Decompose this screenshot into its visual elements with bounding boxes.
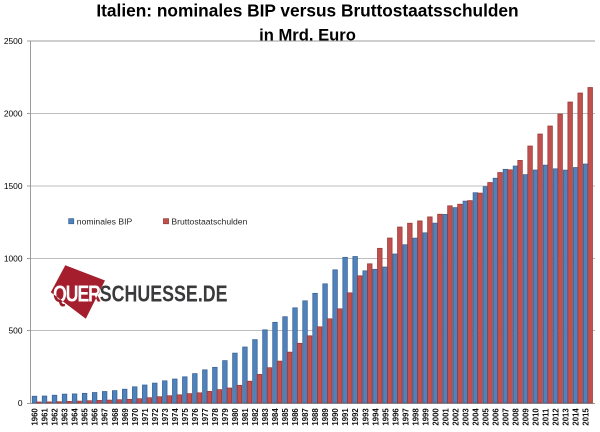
svg-text:2000: 2000 <box>431 408 440 426</box>
svg-text:2500: 2500 <box>4 36 23 46</box>
svg-text:1979: 1979 <box>221 408 230 426</box>
svg-text:Italien: nominales BIP versus: Italien: nominales BIP versus Bruttostaa… <box>96 1 518 21</box>
svg-text:1996: 1996 <box>391 408 400 426</box>
svg-text:1991: 1991 <box>341 408 350 426</box>
svg-text:1977: 1977 <box>201 408 210 425</box>
svg-text:2004: 2004 <box>471 408 480 426</box>
svg-text:2012: 2012 <box>552 408 561 426</box>
svg-text:2006: 2006 <box>492 408 501 426</box>
svg-text:1975: 1975 <box>181 408 190 426</box>
svg-text:1968: 1968 <box>111 408 120 426</box>
svg-text:1970: 1970 <box>131 408 140 426</box>
svg-text:1997: 1997 <box>401 408 410 425</box>
svg-text:1981: 1981 <box>241 408 250 426</box>
svg-text:1993: 1993 <box>361 408 370 426</box>
svg-text:2009: 2009 <box>522 408 531 426</box>
svg-text:1964: 1964 <box>71 408 80 426</box>
svg-text:1974: 1974 <box>171 408 180 426</box>
svg-text:2013: 2013 <box>562 408 571 426</box>
svg-text:2005: 2005 <box>482 408 491 426</box>
svg-text:1982: 1982 <box>251 408 260 426</box>
svg-text:2010: 2010 <box>532 408 541 426</box>
svg-text:2015: 2015 <box>582 408 591 426</box>
svg-text:1500: 1500 <box>4 181 23 191</box>
svg-text:2007: 2007 <box>502 408 511 425</box>
svg-text:QUERSCHUESSE.DE: QUERSCHUESSE.DE <box>53 281 228 307</box>
svg-text:Bruttostaatschulden: Bruttostaatschulden <box>171 216 247 226</box>
svg-text:2008: 2008 <box>512 408 521 426</box>
svg-text:1998: 1998 <box>411 408 420 426</box>
svg-text:1994: 1994 <box>371 408 380 426</box>
svg-text:1985: 1985 <box>281 408 290 426</box>
svg-text:1961: 1961 <box>41 408 50 426</box>
svg-text:1969: 1969 <box>121 408 130 426</box>
svg-text:1986: 1986 <box>291 408 300 426</box>
svg-text:1000: 1000 <box>4 253 23 263</box>
svg-text:1976: 1976 <box>191 408 200 426</box>
svg-text:1987: 1987 <box>301 408 310 425</box>
svg-text:1999: 1999 <box>421 408 430 426</box>
svg-text:2001: 2001 <box>441 408 450 426</box>
svg-text:1971: 1971 <box>141 408 150 426</box>
svg-text:2003: 2003 <box>461 408 470 426</box>
svg-text:2000: 2000 <box>4 108 23 118</box>
svg-text:1983: 1983 <box>261 408 270 426</box>
svg-text:in Mrd. Euro: in Mrd. Euro <box>259 26 356 45</box>
svg-text:1995: 1995 <box>381 408 390 426</box>
svg-text:1963: 1963 <box>61 408 70 426</box>
svg-text:1962: 1962 <box>51 408 60 426</box>
svg-text:1960: 1960 <box>31 408 40 426</box>
svg-text:1966: 1966 <box>91 408 100 426</box>
svg-text:1989: 1989 <box>321 408 330 426</box>
svg-text:1990: 1990 <box>331 408 340 426</box>
svg-text:1972: 1972 <box>151 408 160 426</box>
svg-text:1992: 1992 <box>351 408 360 426</box>
svg-text:0: 0 <box>18 398 23 408</box>
svg-text:1988: 1988 <box>311 408 320 426</box>
svg-text:1965: 1965 <box>81 408 90 426</box>
svg-text:1967: 1967 <box>101 408 110 425</box>
svg-text:1973: 1973 <box>161 408 170 426</box>
svg-text:2002: 2002 <box>451 408 460 426</box>
svg-text:500: 500 <box>9 325 23 335</box>
svg-text:1980: 1980 <box>231 408 240 426</box>
svg-text:2011: 2011 <box>542 408 551 426</box>
svg-text:nominales BIP: nominales BIP <box>77 216 133 226</box>
svg-text:1984: 1984 <box>271 408 280 426</box>
svg-text:1978: 1978 <box>211 408 220 426</box>
svg-text:2014: 2014 <box>572 408 581 426</box>
